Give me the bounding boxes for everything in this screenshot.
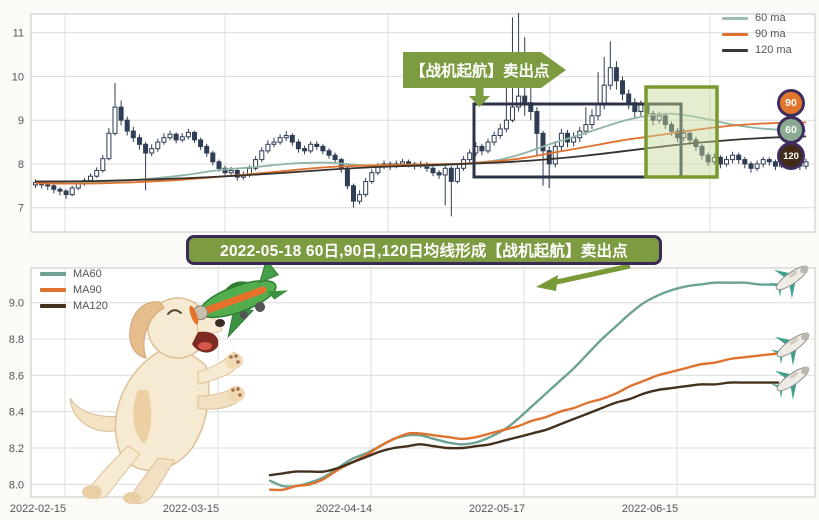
highlight-box-dark	[472, 102, 683, 179]
legend-label: MA60	[73, 268, 102, 280]
x-axis-tick-label: 2022-04-14	[316, 503, 372, 515]
legend-label: MA90	[73, 284, 102, 296]
ma-line-MA120	[268, 381, 780, 477]
legend-item-ma120: MA120	[40, 298, 108, 314]
legend-item-90ma: 90 ma	[722, 26, 792, 42]
y-axis-tick-label: 9	[18, 115, 24, 127]
annotation-arrow-label: 【战机起航】卖出点	[410, 61, 550, 80]
legend-label: 60 ma	[755, 12, 786, 24]
x-axis-tick-label: 2022-05-17	[469, 503, 525, 515]
y-axis-tick-label: 8.0	[9, 479, 24, 491]
line-swatch-icon	[40, 304, 66, 308]
legend-label: 120 ma	[755, 44, 792, 56]
y-axis-tick-label: 8.8	[9, 334, 24, 346]
line-swatch-icon	[40, 272, 66, 276]
ma90-endpoint-badge: 90	[777, 89, 805, 117]
ma-line-120ma	[35, 135, 807, 183]
legend-label: MA120	[73, 300, 108, 312]
highlight-box-green	[644, 85, 719, 179]
line-swatch-icon	[722, 48, 748, 52]
signal-banner: 2022-05-18 60日,90日,120日均线形成【战机起航】卖出点	[186, 235, 662, 265]
y-axis-tick-label: 8.4	[9, 407, 24, 419]
legend-bottom-chart: MA60 MA90 MA120	[40, 266, 108, 314]
legend-item-ma60: MA60	[40, 266, 108, 282]
legend-top-chart: 60 ma 90 ma 120 ma	[722, 10, 792, 58]
ma-line-MA60	[268, 281, 780, 488]
ma-line-60ma	[35, 112, 807, 184]
toy-plane-icon	[189, 258, 289, 339]
dog-illustration	[69, 258, 289, 504]
down-arrow-icon	[469, 88, 490, 107]
y-axis-tick-label: 8.2	[9, 443, 24, 455]
legend-item-60ma: 60 ma	[722, 10, 792, 26]
y-axis-tick-label: 8.6	[9, 370, 24, 382]
annotation-arrow-banner	[403, 52, 566, 88]
y-axis-tick-label: 11	[13, 28, 24, 40]
candlestick-chart: 7 8 9 10 11	[12, 13, 816, 233]
line-swatch-icon	[722, 16, 748, 20]
y-axis-tick-label: 8	[18, 159, 24, 171]
y-axis-tick-label: 7	[18, 203, 24, 215]
legend-item-120ma: 120 ma	[722, 42, 792, 58]
x-axis-tick-label: 2022-03-15	[163, 503, 219, 515]
line-swatch-icon	[40, 288, 66, 292]
ma60-endpoint-badge: 60	[777, 116, 805, 144]
x-axis-tick-label: 2022-06-15	[622, 503, 678, 515]
legend-item-ma90: MA90	[40, 282, 108, 298]
x-axis-tick-label: 2022-02-15	[10, 503, 66, 515]
line-swatch-icon	[722, 32, 748, 36]
banner-pointer-arrow-icon	[536, 263, 631, 291]
ma120-endpoint-badge: 120	[777, 142, 805, 170]
y-axis-tick-label: 9.0	[9, 298, 24, 310]
legend-label: 90 ma	[755, 28, 786, 40]
y-axis-tick-label: 10	[12, 71, 24, 83]
